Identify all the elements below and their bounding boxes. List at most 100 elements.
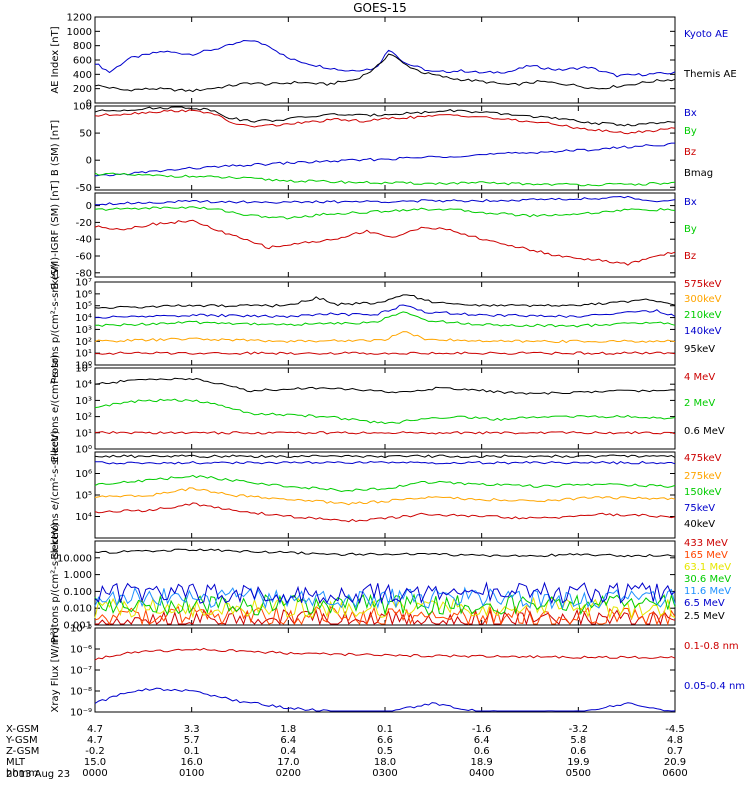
ephemeris-row-label: MLT: [6, 757, 26, 768]
y-tick-label: 1200: [67, 13, 92, 24]
y-tick-label: 10³: [75, 396, 92, 407]
series-line-bmag: [94, 106, 676, 127]
y-tick-label: 400: [73, 70, 92, 81]
legend-140kev: 140keV: [684, 326, 722, 337]
ephemeris-value: 19.9: [567, 757, 589, 768]
series-line-bx: [94, 142, 675, 177]
legend-0-6-mev: 0.6 MeV: [684, 426, 725, 437]
legend-275kev: 275keV: [684, 471, 722, 482]
ephemeris-value: -4.5: [665, 724, 685, 735]
y-tick-label: 1000: [67, 27, 92, 38]
y-axis-label: Protons p/(cm²-s-sr-keV): [50, 263, 61, 384]
legend-2-5-mev: 2.5 MeV: [684, 611, 725, 622]
legend-210kev: 210keV: [684, 310, 722, 321]
y-tick-label: 10³: [75, 325, 92, 336]
ephemeris-value: 4.7: [87, 735, 103, 746]
ephemeris-row-label: Z-GSM: [6, 746, 39, 757]
series-line-themis-ae: [94, 53, 676, 93]
series-line-40kev: [94, 454, 676, 459]
ephemeris-value: 0.6: [570, 746, 586, 757]
ephemeris-value: 0600: [662, 768, 687, 779]
legend-bx: Bx: [684, 108, 697, 119]
ephemeris-value: 6.4: [280, 735, 296, 746]
legend-4-mev: 4 MeV: [684, 372, 715, 383]
series-line-kyoto-ae: [94, 39, 676, 78]
y-tick-label: 10⁵: [75, 491, 92, 502]
date-label: 2013 Aug 23: [6, 769, 71, 780]
legend-kyoto-ae: Kyoto AE: [684, 29, 728, 40]
series-line-30-6-mev: [94, 593, 676, 616]
ephemeris-value: 0300: [372, 768, 397, 779]
y-tick-label: 10⁷: [75, 278, 92, 289]
y-tick-label: 600: [73, 56, 92, 67]
ephemeris-value: -1.6: [472, 724, 492, 735]
series-line-bx: [94, 195, 676, 206]
ephemeris-value: 4.8: [667, 735, 683, 746]
ephemeris-value: 0.1: [377, 724, 393, 735]
ephemeris-value: 6.6: [377, 735, 393, 746]
series-line-bz: [94, 219, 676, 266]
y-tick-label: 10⁻⁷: [70, 666, 92, 677]
y-tick-label: 10⁻⁵: [70, 624, 92, 635]
ephemeris-value: 0200: [276, 768, 301, 779]
y-tick-label: -80: [76, 268, 92, 279]
y-tick-label: 0: [86, 156, 92, 167]
legend-themis-ae: Themis AE: [683, 69, 737, 80]
legend-40kev: 40keV: [684, 519, 715, 530]
y-tick-label: 10⁰: [75, 445, 92, 456]
y-tick-label: 10¹: [75, 349, 92, 360]
ephemeris-value: 3.3: [184, 724, 200, 735]
ephemeris-value: 5.8: [570, 735, 586, 746]
series-line-0-05-0-4-nm: [94, 687, 676, 712]
ephemeris-value: 15.0: [84, 757, 106, 768]
y-axis-label: Protons p/(cm²-s-sr-keV): [50, 523, 61, 644]
y-tick-label: 10⁰: [75, 361, 92, 372]
legend-by: By: [684, 126, 697, 137]
y-axis-label: B (SM)-IGRF (SM) [nT]: [50, 180, 61, 289]
series-line-2-5-mev: [94, 548, 676, 558]
panel-frame: [94, 192, 676, 278]
series-line-575kev: [95, 351, 676, 355]
y-tick-label: -50: [76, 183, 92, 194]
legend-bz: Bz: [684, 147, 696, 158]
ephemeris-value: 0100: [179, 768, 204, 779]
legend-by: By: [684, 224, 697, 235]
y-tick-label: 10⁻⁶: [70, 645, 92, 656]
series-line-95kev: [94, 294, 676, 309]
legend-63-1-mev: 63.1 MeV: [684, 562, 731, 573]
series-line-475kev: [94, 502, 676, 523]
y-tick-label: 10¹: [75, 428, 92, 439]
series-line-2-mev: [94, 398, 676, 425]
series-line-bz: [94, 109, 676, 135]
ephemeris-value: 0.6: [474, 746, 490, 757]
y-tick-label: 0.001: [63, 621, 92, 632]
y-tick-label: 10⁻⁸: [70, 687, 92, 698]
y-axis-label: Electrons e/(cm²-s-sr): [50, 355, 61, 463]
y-tick-label: 10⁵: [75, 364, 92, 375]
ephemeris-value: 0400: [469, 768, 494, 779]
series-line-by: [94, 206, 676, 220]
ephemeris-value: 4.7: [87, 724, 103, 735]
ephemeris-value: 1.8: [280, 724, 296, 735]
series-line-by: [94, 172, 676, 187]
ephemeris-value: 18.9: [471, 757, 493, 768]
legend-575kev: 575keV: [684, 279, 722, 290]
series-line-275kev: [94, 487, 676, 506]
y-tick-label: 50: [79, 129, 92, 140]
ephemeris-value: 5.7: [184, 735, 200, 746]
panel-frame: [94, 16, 676, 104]
y-tick-label: 10⁻⁹: [70, 708, 92, 719]
legend-bz: Bz: [684, 251, 696, 262]
y-tick-label: 10⁵: [75, 301, 92, 312]
ephemeris-value: 17.0: [277, 757, 299, 768]
y-tick-label: 0: [86, 99, 92, 110]
y-tick-label: 0.010: [63, 604, 92, 615]
y-tick-label: -60: [76, 252, 92, 263]
legend-30-6-mev: 30.6 MeV: [684, 574, 731, 585]
ephemeris-value: -0.2: [85, 746, 105, 757]
y-axis-label: B (SM) [nT]: [50, 120, 61, 176]
legend-475kev: 475keV: [684, 453, 722, 464]
y-tick-label: 10⁶: [75, 289, 92, 300]
y-tick-label: 0: [86, 201, 92, 212]
